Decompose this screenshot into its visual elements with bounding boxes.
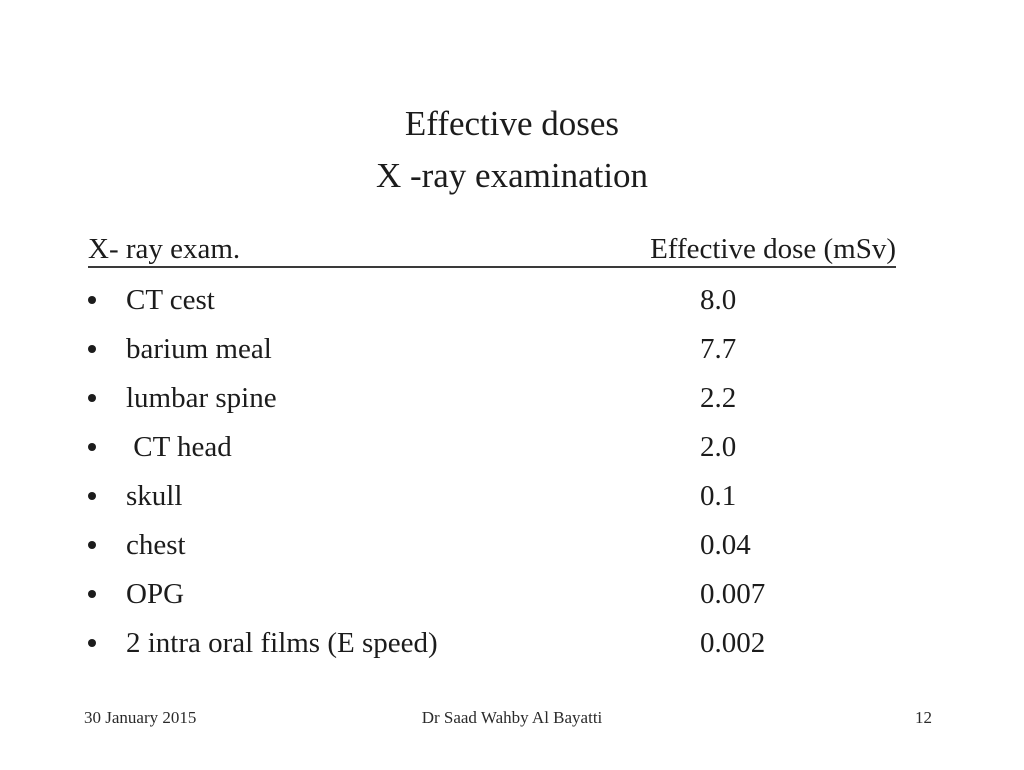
exam-name: barium meal	[126, 333, 272, 365]
exam-name: skull	[126, 480, 183, 512]
exam-name: CT cest	[126, 284, 215, 316]
column-header-dose: Effective dose (mSv)	[650, 233, 896, 265]
table-header: X- ray exam. Effective dose (mSv)	[88, 232, 896, 268]
dose-table-body: CT cest 8.0 barium meal 7.7 lumbar spine…	[88, 280, 896, 672]
table-row: skull 0.1	[88, 476, 896, 525]
exam-name: OPG	[126, 578, 185, 610]
title-line-2: X -ray examination	[375, 156, 649, 195]
dose-value: 2.2	[700, 382, 737, 414]
table-row: lumbar spine 2.2	[88, 378, 896, 427]
table-row: OPG 0.007	[88, 574, 896, 623]
bullet-icon	[88, 443, 96, 451]
dose-value: 0.007	[700, 578, 766, 610]
dose-value: 8.0	[700, 284, 737, 316]
bullet-icon	[88, 492, 96, 500]
table-row: CT head 2.0	[88, 427, 896, 476]
exam-name: 2 intra oral films (E speed)	[126, 627, 438, 659]
dose-value: 0.1	[700, 480, 737, 512]
column-header-exam: X- ray exam.	[88, 233, 241, 265]
footer-author: Dr Saad Wahby Al Bayatti	[421, 708, 603, 727]
bullet-icon	[88, 394, 96, 402]
dose-value: 0.04	[700, 529, 751, 561]
exam-name: lumbar spine	[126, 382, 277, 414]
footer-date: 30 January 2015	[84, 708, 197, 727]
dose-value: 0.002	[700, 627, 766, 659]
bullet-icon	[88, 639, 96, 647]
dose-value: 2.0	[700, 431, 737, 463]
table-row: barium meal 7.7	[88, 329, 896, 378]
bullet-icon	[88, 541, 96, 549]
exam-name: CT head	[126, 431, 232, 463]
bullet-icon	[88, 296, 96, 304]
bullet-icon	[88, 345, 96, 353]
title-line-1: Effective doses	[404, 104, 620, 143]
exam-name: chest	[126, 529, 186, 561]
table-row: chest 0.04	[88, 525, 896, 574]
table-row: 2 intra oral films (E speed) 0.002	[88, 623, 896, 672]
slide-page-number: 12	[915, 708, 932, 727]
dose-value: 7.7	[700, 333, 737, 365]
slide-title: Effective doses X -ray examination	[0, 98, 1024, 202]
bullet-icon	[88, 590, 96, 598]
table-row: CT cest 8.0	[88, 280, 896, 329]
